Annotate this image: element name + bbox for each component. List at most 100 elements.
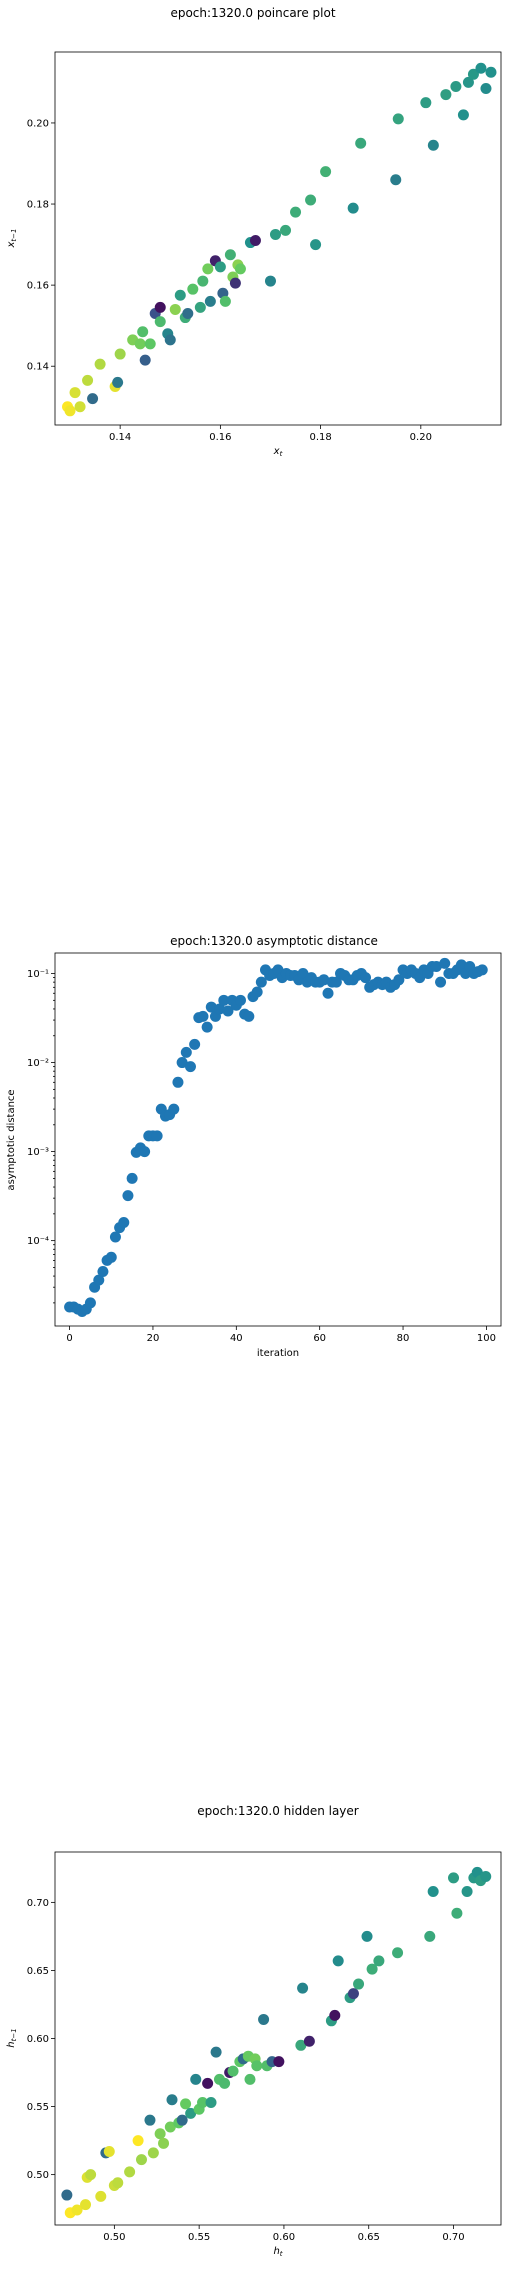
- data-point: [255, 976, 267, 988]
- data-point: [139, 354, 151, 366]
- data-point: [450, 80, 462, 92]
- data-point: [424, 1930, 436, 1942]
- data-point: [280, 224, 292, 236]
- y-tick-label: 0.14: [27, 362, 49, 373]
- data-point: [114, 348, 126, 360]
- data-point: [435, 976, 447, 988]
- hidden-layer-plot: epoch:1320.0 hidden layer 0.50 0.55 0.60 0.…: [6, 1804, 502, 2258]
- y-tick-label: 10⁻²: [27, 1058, 49, 1069]
- data-point: [227, 2065, 239, 2077]
- data-point: [187, 283, 199, 295]
- data-point: [393, 974, 405, 986]
- data-point: [295, 2039, 307, 2051]
- data-point: [205, 1001, 217, 1013]
- x-tick-label: 0.14: [109, 432, 131, 443]
- data-point: [197, 1010, 209, 1022]
- data-point: [249, 235, 261, 247]
- data-point: [132, 2135, 144, 2147]
- data-point: [69, 387, 81, 399]
- data-point: [219, 2077, 231, 2089]
- data-point: [273, 2056, 285, 2068]
- data-point: [80, 2199, 92, 2211]
- data-point: [461, 1885, 473, 1897]
- data-point: [224, 249, 236, 261]
- data-point: [475, 62, 487, 74]
- data-point: [158, 2137, 170, 2149]
- data-point: [480, 1871, 492, 1882]
- data-point: [190, 2073, 202, 2085]
- y-tick-label: 0.20: [27, 118, 49, 129]
- data-point: [330, 976, 342, 988]
- data-point: [151, 1130, 163, 1142]
- data-point: [485, 66, 497, 78]
- data-point: [164, 334, 176, 346]
- y-tick-label: 0.60: [27, 2034, 49, 2045]
- data-point: [269, 228, 281, 240]
- data-point: [147, 2147, 159, 2159]
- data-point: [234, 994, 246, 1006]
- data-point: [361, 1930, 373, 1942]
- data-point: [74, 401, 86, 413]
- axes-layer: 0.14 0.16 0.18 0.20 0.14 0.16 0.18 0.20: [27, 118, 432, 443]
- data-point: [355, 137, 367, 149]
- x-axis-label: ht: [273, 2246, 282, 2258]
- data-point: [366, 1963, 378, 1975]
- data-point: [168, 1103, 180, 1115]
- data-point: [201, 1021, 213, 1033]
- data-point: [93, 1274, 105, 1286]
- data-point: [112, 376, 124, 388]
- data-point: [105, 1251, 117, 1263]
- data-point: [218, 994, 230, 1006]
- y-tick-label: 0.50: [27, 2170, 49, 2181]
- data-point: [457, 109, 469, 121]
- data-point: [297, 1982, 309, 1994]
- data-point: [390, 174, 402, 186]
- x-tick-label: 0.18: [309, 432, 331, 443]
- points-layer: [61, 1866, 492, 2219]
- data-point: [144, 338, 156, 350]
- y-tick-label: 0.65: [27, 1966, 49, 1977]
- data-point: [455, 959, 467, 971]
- x-tick-label: 80: [397, 1333, 410, 1344]
- data-point: [318, 974, 330, 986]
- data-point: [87, 393, 99, 405]
- data-point: [214, 1003, 226, 1015]
- data-point: [392, 1947, 404, 1959]
- poincare-plot: epoch:1320.0 poincare plot 0.14 0.16 0.18 0…: [6, 6, 502, 458]
- chart-title: epoch:1320.0 hidden layer: [197, 1804, 359, 1818]
- data-point: [332, 1955, 344, 1967]
- x-tick-label: 0.20: [410, 432, 432, 443]
- data-point: [243, 1010, 255, 1022]
- data-point: [112, 2177, 124, 2189]
- data-point: [61, 2189, 73, 2201]
- data-point: [139, 1146, 151, 1158]
- data-point: [109, 1231, 121, 1243]
- data-point: [430, 960, 442, 972]
- data-point: [180, 2098, 192, 2110]
- x-tick-label: 0.70: [442, 2232, 464, 2243]
- y-tick-label: 10⁻⁴: [27, 1236, 49, 1247]
- data-point: [94, 358, 106, 370]
- axes-layer: 0 20 40 60 80 100 10⁻⁴ 10⁻³ 10⁻² 10⁻¹: [27, 969, 496, 1344]
- data-point: [176, 2114, 188, 2126]
- data-point: [347, 202, 359, 214]
- data-point: [204, 295, 216, 307]
- asymptotic-distance-plot: epoch:1320.0 asymptotic distance 0 20 40 60…: [6, 934, 502, 1359]
- y-axis-label: asymptotic distance: [6, 1089, 17, 1190]
- x-axis-label: iteration: [257, 1348, 299, 1359]
- data-point: [122, 1190, 134, 1202]
- data-point: [202, 2077, 214, 2089]
- data-point: [329, 2009, 341, 2021]
- data-point: [219, 295, 231, 307]
- y-tick-label: 0.70: [27, 1898, 49, 1909]
- data-point: [194, 301, 206, 313]
- chart-title: epoch:1320.0 poincare plot: [170, 6, 335, 20]
- data-point: [82, 374, 94, 386]
- points-layer: [64, 957, 488, 1318]
- data-point: [184, 1061, 196, 1073]
- data-point: [427, 1885, 439, 1897]
- plot-frame: [54, 952, 502, 1327]
- data-point: [305, 194, 317, 206]
- data-point: [185, 2107, 197, 2119]
